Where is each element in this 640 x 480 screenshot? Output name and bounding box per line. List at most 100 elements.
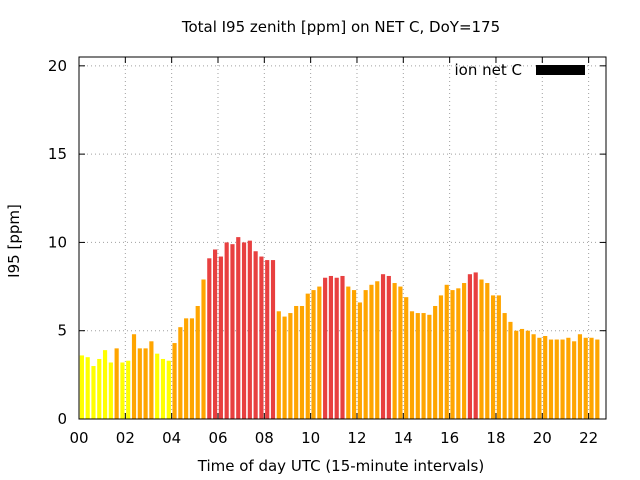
- bar: [282, 316, 287, 419]
- legend-swatch: [536, 65, 585, 75]
- bar: [97, 358, 102, 419]
- bar: [155, 353, 160, 419]
- bars-group: [79, 237, 600, 419]
- bar: [213, 249, 218, 419]
- bar: [299, 305, 305, 419]
- bar: [369, 284, 374, 419]
- bar: [207, 258, 212, 419]
- bar: [328, 275, 334, 419]
- y-axis-label: I95 [ppm]: [5, 204, 23, 278]
- bar: [317, 286, 322, 419]
- bar: [554, 339, 559, 419]
- bar: [427, 314, 432, 419]
- bar: [346, 286, 351, 419]
- bar: [236, 237, 241, 419]
- bar: [398, 286, 403, 419]
- bar: [415, 313, 420, 419]
- y-tick-label: 15: [48, 145, 67, 163]
- bar: [502, 313, 507, 419]
- y-tick-label: 20: [48, 57, 67, 75]
- bar: [108, 362, 113, 419]
- bar: [421, 313, 426, 419]
- bar: [456, 288, 461, 419]
- bar: [560, 339, 565, 419]
- x-tick-label: 16: [440, 429, 459, 447]
- bar: [189, 318, 195, 419]
- bar: [380, 274, 386, 419]
- bar: [363, 290, 368, 419]
- x-tick-label: 00: [69, 429, 88, 447]
- bar: [149, 341, 154, 419]
- bar: [351, 290, 357, 419]
- bar: [184, 318, 189, 419]
- bar: [438, 295, 444, 419]
- x-axis-ticks: 00 02 04 06 08 10 12 14 16 18 20 22: [69, 57, 598, 447]
- bar: [201, 279, 206, 419]
- bar: [444, 284, 449, 419]
- bar: [288, 313, 293, 419]
- chart-title: Total I95 zenith [ppm] on NET C, DoY=175: [181, 18, 500, 36]
- bar: [91, 366, 96, 419]
- bar: [340, 275, 345, 419]
- bar: [496, 295, 501, 419]
- bar: [166, 360, 171, 419]
- bar: [577, 334, 583, 419]
- plot-frame: [78, 56, 607, 420]
- bar: [525, 330, 530, 419]
- bar: [178, 327, 183, 419]
- x-axis-label: Time of day UTC (15-minute intervals): [197, 457, 484, 475]
- bar: [589, 337, 594, 419]
- y-tick-label: 0: [57, 410, 67, 428]
- bar: [102, 350, 108, 419]
- legend: ion net C: [455, 61, 585, 79]
- bar: [357, 302, 362, 419]
- bar: [114, 348, 119, 419]
- bar: [270, 260, 276, 419]
- x-tick-label: 20: [533, 429, 552, 447]
- legend-label: ion net C: [455, 61, 522, 79]
- x-tick-label: 02: [116, 429, 135, 447]
- grid-lines: [79, 57, 606, 419]
- bar: [265, 260, 270, 419]
- bar: [409, 311, 415, 419]
- x-tick-label: 06: [208, 429, 227, 447]
- bar: [253, 251, 258, 419]
- bar: [450, 290, 455, 419]
- bar: [531, 334, 536, 419]
- bar: [519, 328, 525, 419]
- bar: [479, 279, 484, 419]
- bar: [230, 244, 235, 419]
- bar: [433, 305, 438, 419]
- x-tick-label: 14: [394, 429, 413, 447]
- bar: [566, 337, 571, 419]
- bar: [126, 360, 131, 419]
- bar: [241, 242, 247, 419]
- bar: [120, 362, 125, 419]
- bar: [276, 311, 281, 419]
- bar: [160, 358, 166, 419]
- y-axis-ticks: 0 5 10 15 20: [48, 57, 606, 428]
- x-tick-label: 18: [486, 429, 505, 447]
- bar: [195, 305, 200, 419]
- bar: [490, 295, 496, 419]
- bar: [334, 277, 339, 419]
- x-tick-label: 04: [162, 429, 181, 447]
- bar: [404, 297, 409, 419]
- x-tick-label: 10: [301, 429, 320, 447]
- bar: [131, 334, 137, 419]
- bar: [323, 277, 328, 419]
- bar: [386, 275, 391, 419]
- bar: [537, 337, 542, 419]
- bar: [85, 357, 90, 419]
- bar: [172, 343, 177, 419]
- bar: [259, 256, 264, 419]
- bar: [583, 337, 588, 419]
- bar: [485, 283, 490, 419]
- bar: [508, 321, 513, 419]
- bar: [543, 336, 548, 419]
- bar: [462, 283, 467, 419]
- bar: [311, 290, 316, 419]
- x-tick-label: 12: [347, 429, 366, 447]
- y-tick-label: 10: [48, 233, 67, 251]
